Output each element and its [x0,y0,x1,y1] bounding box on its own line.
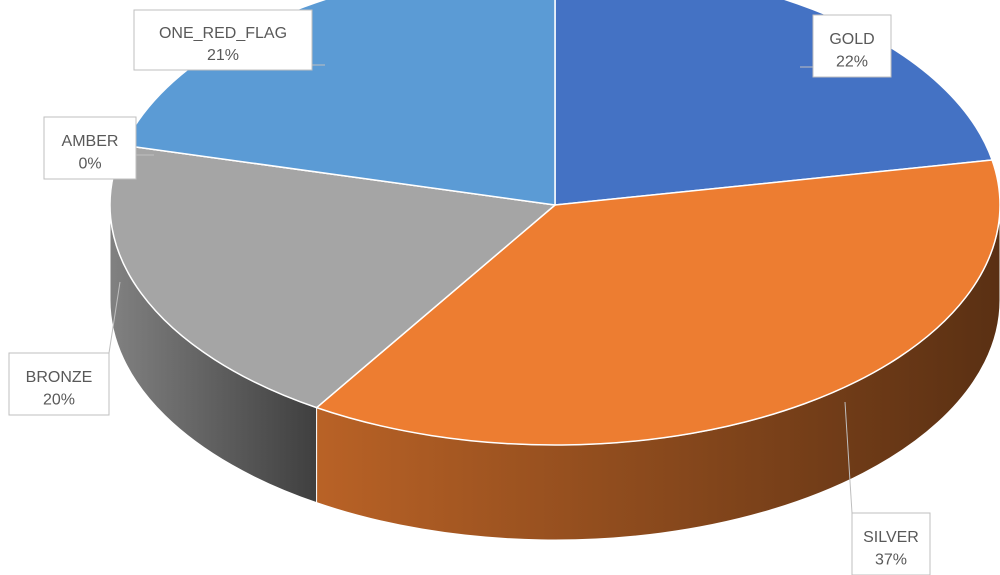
data-label-percent-silver: 37% [875,551,907,568]
data-label-category-amber: AMBER [62,133,119,150]
pie-slices [109,0,1000,446]
data-label-percent-gold: 22% [836,53,868,70]
data-label-box-one-red-flag [133,9,313,71]
data-label-percent-one-red-flag: 21% [207,47,239,64]
data-label-box-bronze [8,352,110,416]
data-label-box-silver [851,512,931,575]
data-label-category-bronze: BRONZE [26,369,93,386]
data-label-category-gold: GOLD [829,31,874,48]
pie-slice-bronze [109,144,556,409]
data-label-category-one-red-flag: ONE_RED_FLAG [159,25,287,42]
pie-slice-silver [315,159,1000,446]
data-label-category-silver: SILVER [863,529,919,546]
data-label-box-amber [43,116,137,180]
data-label-box-gold [812,14,892,78]
data-label-percent-bronze: 20% [43,391,75,408]
data-labels: GOLD 22% SILVER 37% BRONZE 20% AMBER 0% ONE_RED_… [8,9,931,575]
leader-line-silver [844,401,853,514]
leader-line-bronze [108,281,121,354]
data-label-percent-amber: 0% [78,155,101,172]
